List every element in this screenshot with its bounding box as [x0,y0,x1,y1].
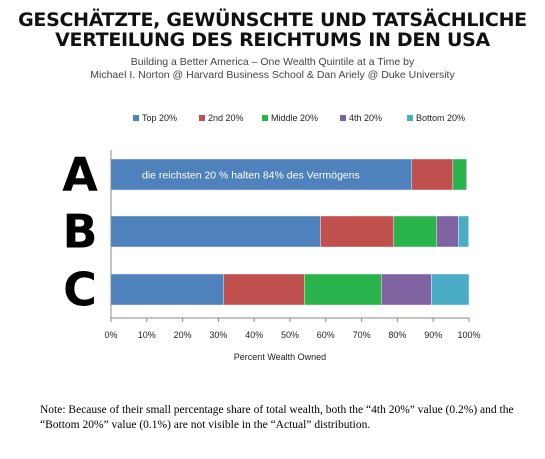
x-axis-title: Percent Wealth Owned [234,352,326,362]
legend-swatch-1 [133,115,139,121]
legend-label-1: Top 20% [142,113,177,123]
legend-swatch-5 [407,115,413,121]
legend-swatch-2 [199,115,205,121]
bar-c-2 [223,273,305,306]
category-label-a: A [62,148,98,202]
bar-b-1 [110,215,321,248]
bar-c-4 [381,273,432,306]
bar-c-1 [110,273,224,306]
stacked-bar-chart: Top 20% 2nd 20% Middle 20% 4th 20% Bottom 20… [62,113,480,362]
x-tick-label-5: 50% [281,330,299,340]
legend-label-2: 2nd 20% [208,113,244,123]
category-label-c: C [63,263,97,317]
x-tick-label-2: 20% [174,330,192,340]
x-tick-label-10: 100% [457,330,480,340]
chart-subtitle-line-2: Michael I. Norton @ Harvard Business Sch… [90,69,455,81]
x-tick-label-1: 10% [138,330,156,340]
bar-a-2 [411,158,454,191]
x-tick-label-9: 90% [424,330,442,340]
legend-label-4: 4th 20% [349,113,382,123]
legend-swatch-3 [262,115,268,121]
x-tick-label-7: 70% [353,330,371,340]
x-tick-label-6: 60% [317,330,335,340]
chart-title-line-1: GESCHÄTZTE, GEWÜNSCHTE UND TATSÄCHLICHE [18,9,527,31]
chart-subtitle-line-1: Building a Better America – One Wealth Q… [130,56,415,68]
x-tick-label-0: 0% [104,330,117,340]
bar-b-3 [393,215,437,248]
bar-b-4 [436,215,459,248]
legend-label-3: Middle 20% [271,113,318,123]
bar-annotation: die reichsten 20 % halten 84% des Vermög… [142,170,360,182]
bar-c-5 [431,273,470,306]
x-tick-label-4: 40% [245,330,263,340]
bar-c-3 [304,273,382,306]
bar-b-5 [458,215,469,248]
x-tick-label-3: 30% [209,330,227,340]
legend-label-5: Bottom 20% [416,113,465,123]
bar-b-2 [320,215,395,248]
footnote: Note: Because of their small percentage … [40,404,514,431]
category-label-b: B [62,205,97,259]
x-tick-label-8: 80% [388,330,406,340]
chart-title-line-2: VERTEILUNG DES REICHTUMS IN DEN USA [55,29,490,51]
bar-a-3 [452,158,467,191]
legend-swatch-4 [340,115,346,121]
